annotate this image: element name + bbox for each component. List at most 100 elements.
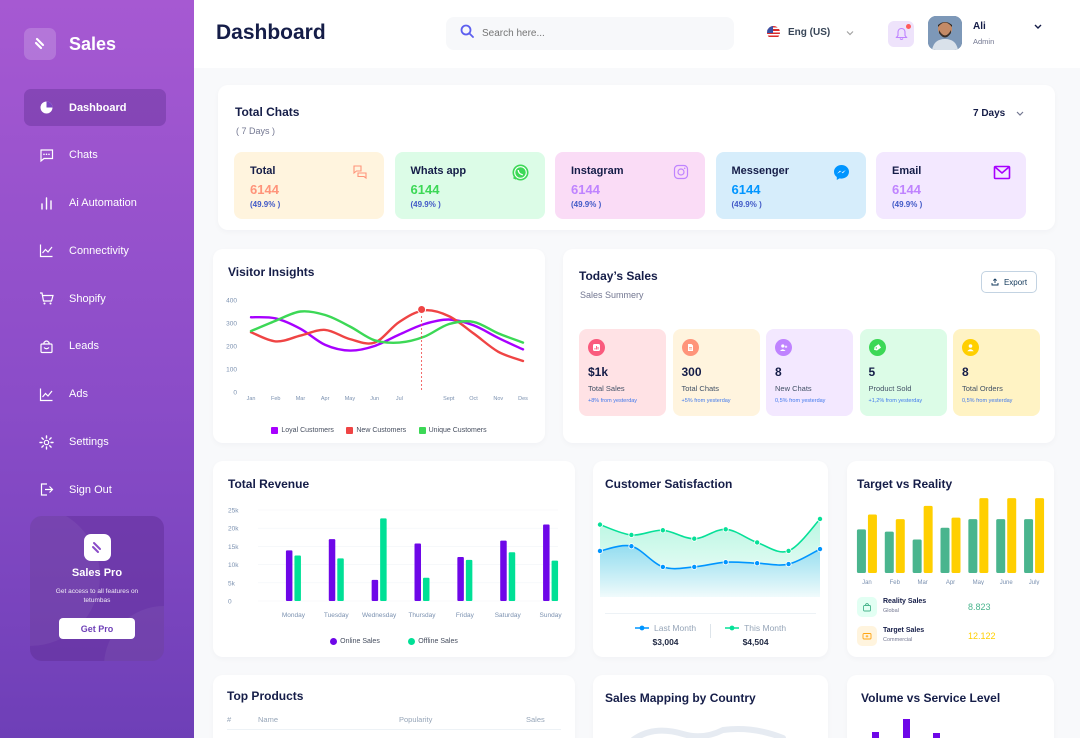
revenue-legend: Online Sales Offline Sales <box>213 632 575 650</box>
target-vs-reality-title: Target vs Reality <box>857 477 953 491</box>
sidebar-item-chats[interactable]: Chats <box>24 137 166 174</box>
promo-logo-icon <box>83 534 111 561</box>
legend-last-month: Last Month $3,004 <box>635 623 696 647</box>
chat-tile-whats-app[interactable]: Whats app 6144 (49.9% ) <box>394 152 545 219</box>
sale-tile-change: +5% from yesterday <box>681 398 731 404</box>
bar-reality-sales-feb <box>884 531 894 573</box>
sidebar-nav: Dashboard Chats Ai Automation Connectivity S… <box>24 89 166 519</box>
legend-separator <box>710 624 712 638</box>
x-tick-label: Jul <box>396 396 403 402</box>
volume-bar-3 <box>933 733 940 738</box>
sale-tile-product-sold[interactable]: 5 Product Sold +1,2% from yesterday <box>859 329 947 416</box>
sidebar-item-shopify[interactable]: Shopify <box>24 280 166 317</box>
legend-line-last-month <box>635 625 649 631</box>
visitor-legend: Loyal Customers New Customers Unique Cus… <box>213 421 545 439</box>
chat-tile-value: 6144 <box>731 182 761 197</box>
target-row-value: 12.122 <box>968 631 996 641</box>
sale-tile-total-sales[interactable]: $1k Total Sales +8% from yesterday <box>579 329 666 416</box>
visitor-insights-card: Visitor Insights 0 100 200 300 400 Jan Feb Mar A… <box>213 249 545 443</box>
x-tick-label: Saturday <box>495 612 522 619</box>
avatar[interactable] <box>928 16 962 50</box>
sidebar-item-leads[interactable]: Leads <box>24 328 166 365</box>
period-select[interactable]: 7 Days <box>973 108 1025 119</box>
area-fill-last-month <box>600 545 820 597</box>
header-divider <box>227 729 561 730</box>
y-tick-label: 200 <box>226 344 237 351</box>
search-input[interactable] <box>482 28 712 39</box>
chat-tile-messenger[interactable]: Messenger 6144 (49.9% ) <box>715 152 866 219</box>
chat-tile-email[interactable]: Email 6144 (49.9% ) <box>876 152 1026 219</box>
cart-icon <box>38 290 55 307</box>
sale-tile-value: 300 <box>681 365 702 379</box>
sale-tile-change: 0,5% from yesterday <box>775 398 826 404</box>
x-tick-label: May <box>345 396 356 402</box>
y-tick-label: 0 <box>228 599 232 606</box>
data-point <box>754 560 761 567</box>
legend-offline-label: Offline Sales <box>418 638 458 645</box>
export-button[interactable]: Export <box>981 271 1037 293</box>
sidebar-item-ai-automation[interactable]: Ai Automation <box>24 185 166 222</box>
total-chats-card: Total Chats ( 7 Days ) 7 Days Total 6144 (… <box>218 85 1055 230</box>
target-row-value: 8.823 <box>968 602 991 612</box>
chat-tile-value: 6144 <box>892 182 921 197</box>
legend-this-month-label: This Month <box>744 623 787 633</box>
x-tick-label: Mar <box>917 580 927 585</box>
promo-card: Sales Pro Get access to all features on … <box>30 516 164 661</box>
sidebar-item-label: Connectivity <box>69 244 129 257</box>
chat-tile-percent: (49.9% ) <box>250 200 281 209</box>
sales-mapping-card: Sales Mapping by Country <box>593 675 828 738</box>
legend-online: Online Sales <box>330 638 380 645</box>
chat-tile-name: Messenger <box>731 165 789 177</box>
user-menu[interactable]: Ali Admin <box>973 21 994 46</box>
bar-online-sales-thursday <box>414 543 421 601</box>
chat-tile-value: 6144 <box>410 182 440 197</box>
language-selector[interactable]: Eng (US) <box>767 26 856 39</box>
brand[interactable]: Sales <box>24 28 116 60</box>
sidebar-item-ads[interactable]: Ads <box>24 376 166 413</box>
sale-tile-label: Total Sales <box>588 384 625 393</box>
export-label: Export <box>1003 277 1028 287</box>
bar-target-sales-june <box>1007 498 1017 573</box>
chat-tile-total[interactable]: Total 6144 (49.9% ) <box>234 152 384 219</box>
legend-last-month-value: $3,004 <box>652 637 679 647</box>
target-vs-reality-card: Target vs Reality Jan Feb Mar Apr May June Jul… <box>847 461 1054 657</box>
sale-tile-change: 0,5% from yesterday <box>962 398 1013 404</box>
bar-offline-sales-saturday <box>508 552 516 601</box>
bag-green-icon <box>857 597 877 617</box>
user-role: Admin <box>973 37 995 46</box>
get-pro-button[interactable]: Get Pro <box>59 618 135 639</box>
user-name: Ali <box>973 21 986 32</box>
volume-service-card: Volume vs Service Level <box>847 675 1054 738</box>
notifications-button[interactable] <box>888 21 914 47</box>
bar-offline-sales-wednesday <box>380 518 387 601</box>
x-tick-label: Feb <box>890 580 901 585</box>
visitor-insights-chart: 0 100 200 300 400 Jan Feb Mar Apr May Jun Jul Sept Oc… <box>226 298 528 403</box>
volume-service-chart <box>872 719 940 738</box>
line-chart-icon <box>38 386 55 403</box>
chat-tile-percent: (49.9% ) <box>410 200 441 209</box>
bar-offline-sales-monday <box>294 555 301 601</box>
sidebar-item-sign-out[interactable]: Sign Out <box>24 471 166 508</box>
world-map <box>630 726 786 738</box>
top-products-title: Top Products <box>227 689 304 703</box>
sidebar-item-dashboard[interactable]: Dashboard <box>24 89 166 126</box>
sale-tile-total-chats[interactable]: 300 Total Chats +5% from yesterday <box>672 329 760 416</box>
sale-tile-new-chats[interactable]: 8 New Chats 0,5% from yesterday <box>766 329 853 416</box>
whatsapp-icon <box>511 162 531 182</box>
sidebar-item-settings[interactable]: Settings <box>24 424 166 461</box>
search-bar[interactable] <box>446 17 734 50</box>
chat-tile-percent: (49.9% ) <box>731 200 762 209</box>
gear-icon <box>38 434 55 451</box>
chevron-down-icon <box>1016 111 1024 116</box>
bar-online-sales-friday <box>457 556 464 601</box>
line-chart-icon <box>38 242 55 259</box>
sidebar-item-label: Sign Out <box>69 483 112 496</box>
target-row-sub: Commercial <box>883 637 913 643</box>
user-chevron-down-icon[interactable] <box>1032 23 1044 31</box>
data-point <box>722 559 729 566</box>
sale-tile-total-orders[interactable]: 8 Total Orders 0,5% from yesterday <box>953 329 1040 416</box>
volume-service-title: Volume vs Service Level <box>861 691 1001 705</box>
sidebar-item-connectivity[interactable]: Connectivity <box>24 232 166 269</box>
chat-tile-instagram[interactable]: Instagram 6144 (49.9% ) <box>555 152 705 219</box>
